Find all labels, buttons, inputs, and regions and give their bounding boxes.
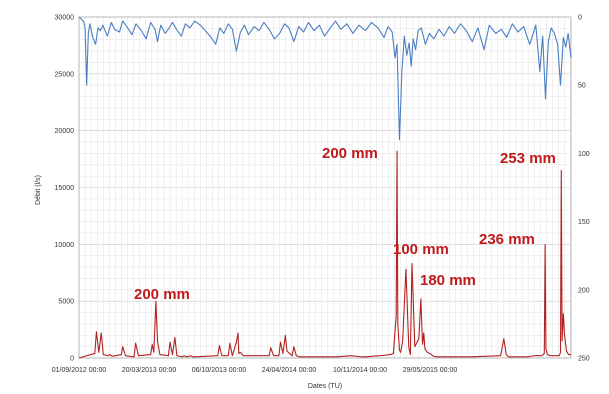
annotation-label: 253 mm	[500, 150, 556, 167]
y2-tick-label: 250	[578, 356, 590, 363]
precipitation-series-line	[78, 16, 572, 141]
y-tick-label: 10000	[55, 242, 75, 249]
discharge-series-line	[78, 150, 571, 359]
annotation-label: 200 mm	[134, 286, 190, 303]
annotation-label: 180 mm	[420, 272, 476, 289]
y-axis-title: Débit (l/s)	[35, 175, 42, 205]
y2-tick-label: 50	[578, 83, 586, 90]
plot-frame	[78, 16, 572, 359]
right-axis-ticks: 0 50 100 150 200 250	[578, 15, 590, 363]
x-tick-label: 29/05/2015 00:00	[403, 367, 458, 374]
y2-tick-label: 150	[578, 219, 590, 226]
y-tick-label: 30000	[55, 15, 75, 22]
x-axis-title: Dates (TU)	[308, 383, 342, 390]
grid	[78, 17, 571, 358]
annotation-layer: 200 mm 200 mm 100 mm 180 mm 236 mm 253 m…	[134, 145, 556, 303]
x-tick-label: 06/10/2013 00:00	[192, 367, 247, 374]
x-tick-label: 24/04/2014 00:00	[262, 367, 317, 374]
y-tick-label: 25000	[55, 71, 75, 78]
y2-tick-label: 100	[578, 151, 590, 158]
x-tick-label: 01/09/2012 00:00	[52, 367, 107, 374]
x-axis-ticks: 01/09/2012 00:00 20/03/2013 00:00 06/10/20…	[52, 367, 458, 374]
y-tick-label: 5000	[58, 299, 74, 306]
y2-tick-label: 0	[578, 15, 582, 22]
y-tick-label: 15000	[55, 185, 75, 192]
y-tick-label: 20000	[55, 128, 75, 135]
annotation-label: 236 mm	[479, 231, 535, 248]
x-tick-label: 10/11/2014 00:00	[333, 367, 387, 374]
left-axis-ticks: 0 5000 10000 15000 20000 25000 30000	[55, 15, 75, 363]
y-tick-label: 0	[70, 356, 74, 363]
annotation-label: 100 mm	[393, 241, 449, 258]
x-tick-label: 20/03/2013 00:00	[122, 367, 177, 374]
series-layer	[78, 16, 572, 359]
y2-tick-label: 200	[578, 287, 590, 294]
annotation-label: 200 mm	[322, 145, 378, 162]
